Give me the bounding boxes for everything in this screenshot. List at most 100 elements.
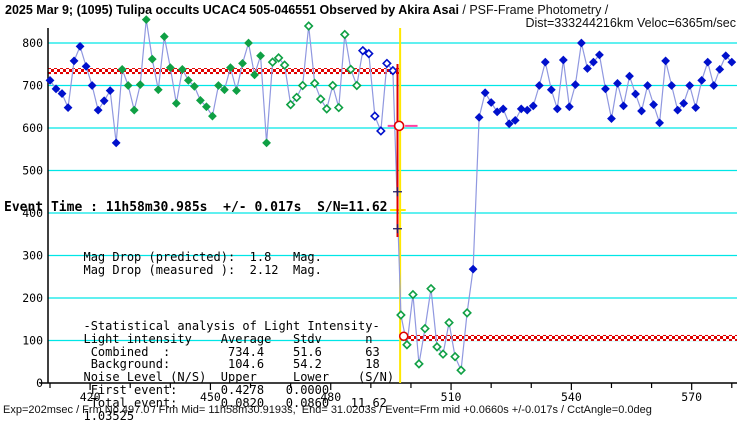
series-occultation-green-open xyxy=(396,283,472,376)
data-point xyxy=(81,61,91,71)
data-point xyxy=(327,80,338,91)
data-point xyxy=(504,119,514,129)
data-point xyxy=(208,111,217,121)
y-axis-tick-label: 300 xyxy=(22,249,43,263)
series-post-event-blue xyxy=(468,38,737,274)
data-point xyxy=(649,100,658,110)
data-point xyxy=(420,323,430,334)
data-point xyxy=(226,63,235,73)
data-point xyxy=(679,98,689,108)
event-statistics-block: Event Time : 11h58m30.985s +/- 0.017s S/… xyxy=(4,165,394,425)
data-point xyxy=(159,32,169,42)
data-point xyxy=(357,45,368,56)
data-point xyxy=(123,81,133,90)
event-mid-marker xyxy=(393,120,405,132)
data-point xyxy=(402,339,412,350)
data-point xyxy=(667,81,677,90)
y-axis-tick-label: 800 xyxy=(22,36,43,50)
data-point xyxy=(486,98,496,107)
data-point xyxy=(351,80,362,91)
data-point xyxy=(105,86,115,95)
data-point xyxy=(111,138,121,148)
data-point xyxy=(613,78,622,88)
data-point xyxy=(309,78,320,89)
data-point xyxy=(492,107,502,117)
data-point xyxy=(637,106,646,116)
data-point xyxy=(552,104,562,114)
data-point xyxy=(607,114,616,124)
data-point xyxy=(715,64,725,74)
data-point xyxy=(376,126,386,136)
data-point xyxy=(432,342,442,352)
data-point xyxy=(468,264,478,274)
data-point xyxy=(262,138,271,148)
data-point xyxy=(333,102,344,113)
data-point xyxy=(51,84,61,94)
data-point xyxy=(619,101,628,111)
x-axis-tick-label: 540 xyxy=(561,390,582,404)
data-point xyxy=(589,57,598,67)
data-point xyxy=(456,365,466,376)
data-point xyxy=(291,92,302,103)
data-point xyxy=(438,349,448,359)
data-point xyxy=(171,98,181,108)
data-point xyxy=(661,56,671,66)
data-point xyxy=(388,65,398,76)
data-point xyxy=(256,51,265,61)
data-point xyxy=(370,111,380,121)
data-point xyxy=(414,359,424,369)
data-point xyxy=(643,81,652,90)
y-axis-tick-label: 700 xyxy=(22,79,43,93)
data-point xyxy=(238,59,247,68)
data-point xyxy=(727,57,737,67)
data-point xyxy=(303,21,314,31)
data-point xyxy=(321,104,332,114)
y-axis-tick-label: 200 xyxy=(22,291,43,305)
data-point xyxy=(510,115,520,125)
data-point xyxy=(480,88,490,98)
background-start-marker xyxy=(398,331,409,341)
y-axis-tick-label: 100 xyxy=(22,334,43,348)
data-point xyxy=(93,105,103,115)
data-point xyxy=(534,81,544,90)
data-point xyxy=(273,53,284,63)
data-point xyxy=(364,48,374,59)
data-point xyxy=(220,85,229,95)
data-point xyxy=(570,80,580,90)
data-point xyxy=(267,57,278,67)
data-point xyxy=(345,64,356,75)
data-point xyxy=(99,96,109,106)
data-point xyxy=(117,64,127,74)
data-point xyxy=(691,103,701,112)
series-pre-event-green-open xyxy=(267,21,362,114)
data-point xyxy=(165,63,175,73)
mag-drop-lines: Mag Drop (predicted): 1.8 Mag. Mag Drop … xyxy=(83,250,322,277)
event-time-headline: Event Time : 11h58m30.985s +/- 0.017s S/… xyxy=(4,200,388,215)
data-point xyxy=(183,76,193,85)
data-point xyxy=(595,50,604,60)
data-point xyxy=(516,104,526,114)
data-point xyxy=(583,64,592,73)
series-pre-event-blue-open xyxy=(357,45,398,136)
data-point xyxy=(129,105,139,115)
y-axis-tick-label: 600 xyxy=(22,121,43,135)
data-point xyxy=(685,81,695,90)
title-photometry-method: / PSF-Frame Photometry / xyxy=(458,3,609,17)
x-axis-tick-label: 480 xyxy=(320,390,341,404)
data-point xyxy=(141,15,151,25)
light-intensity-statistics: -Statistical analysis of Light Intensity… xyxy=(83,319,395,423)
data-point xyxy=(232,86,241,95)
data-point xyxy=(673,105,683,115)
data-point xyxy=(297,80,308,91)
data-point xyxy=(558,55,568,65)
page-title: 2025 Mar 9; (1095) Tulipa occults UCAC4 … xyxy=(5,3,608,17)
data-point xyxy=(601,84,610,94)
data-point xyxy=(444,317,454,328)
data-point xyxy=(63,103,73,112)
x-axis-tick-label: 570 xyxy=(681,390,702,404)
y-axis-tick-label: 500 xyxy=(22,164,43,178)
x-axis-tick-label: 510 xyxy=(441,390,462,404)
y-axis-tick-label: 0 xyxy=(36,376,43,390)
